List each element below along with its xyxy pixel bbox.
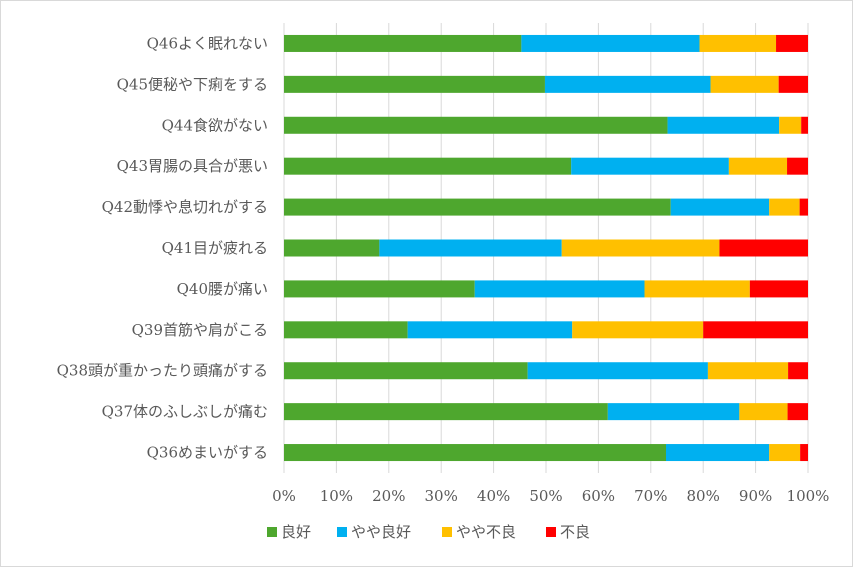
bar-segment [284, 75, 545, 93]
category-label: Q37体のふしぶしが痛む [102, 403, 268, 421]
category-label: Q42動悸や息切れがする [102, 198, 268, 216]
bar-segment [670, 198, 770, 216]
bar-segment [719, 239, 808, 257]
bar-segment [703, 321, 808, 339]
x-tick-label: 60% [582, 487, 615, 505]
bar-segment [800, 444, 808, 462]
bar-segment [769, 198, 800, 216]
bar-segment [788, 362, 808, 380]
bar-segment [284, 321, 408, 339]
bar-segment [739, 403, 788, 421]
bars [284, 34, 808, 462]
bar-segment [778, 75, 808, 93]
bar-segment [284, 116, 668, 134]
legend: 良好 やや良好 やや不良 不良 [267, 523, 590, 541]
x-tick-label: 80% [687, 487, 720, 505]
x-tick-label: 40% [477, 487, 510, 505]
bar-segment [284, 280, 475, 298]
legend-swatch [337, 527, 347, 537]
x-tick-label: 100% [787, 487, 830, 505]
category-label: Q46よく眠れない [147, 34, 268, 52]
x-tick-label: 0% [272, 487, 296, 505]
x-tick-label: 30% [425, 487, 458, 505]
bar-segment [572, 321, 704, 339]
bar-segment [787, 403, 808, 421]
bar-segment [571, 157, 729, 175]
legend-label: やや良好 [351, 523, 411, 541]
category-labels: Q46よく眠れない Q45便秘や下痢をする Q44食欲がない Q43胃腸の具合が悪い Q… [57, 34, 268, 461]
bar-segment [699, 34, 777, 52]
bar-segment [284, 34, 522, 52]
bar-segment [474, 280, 645, 298]
category-label: Q45便秘や下痢をする [117, 75, 268, 93]
bar-segment [527, 362, 708, 380]
legend-swatch [546, 527, 556, 537]
legend-label: 不良 [560, 523, 590, 541]
bar-segment [787, 157, 808, 175]
bar-segment [799, 198, 808, 216]
bar-segment [284, 198, 671, 216]
x-tick-label: 70% [634, 487, 667, 505]
bar-segment [284, 239, 380, 257]
bar-segment [769, 444, 801, 462]
bar-segment [561, 239, 720, 257]
category-label: Q43胃腸の具合が悪い [117, 157, 268, 175]
legend-label: やや不良 [456, 523, 516, 541]
bar-segment [284, 444, 666, 462]
legend-swatch [442, 527, 452, 537]
bar-segment [707, 362, 789, 380]
bar-segment [801, 116, 808, 134]
bar-segment [776, 34, 808, 52]
category-label: Q40腰が痛い [177, 280, 268, 298]
category-label: Q44食欲がない [162, 116, 268, 134]
bar-segment [284, 362, 528, 380]
x-tick-label: 10% [320, 487, 353, 505]
bar-segment [779, 116, 802, 134]
bar-segment [644, 280, 750, 298]
bar-segment [607, 403, 740, 421]
bar-segment [749, 280, 808, 298]
bar-segment [284, 403, 608, 421]
legend-label: 良好 [281, 523, 311, 541]
category-label: Q39首筋や肩がこる [132, 321, 268, 339]
bar-segment [667, 116, 780, 134]
bar-segment [521, 34, 700, 52]
category-label: Q38頭が重かったり頭痛がする [57, 362, 268, 380]
x-tick-label: 50% [529, 487, 562, 505]
legend-swatch [267, 527, 277, 537]
x-tick-labels: 0% 10% 20% 30% 40% 50% 60% 70% 80% 90% 100% [272, 487, 829, 505]
x-tick-label: 20% [372, 487, 405, 505]
bar-segment [407, 321, 573, 339]
bar-segment [710, 75, 779, 93]
bar-segment [728, 157, 788, 175]
bar-segment [379, 239, 562, 257]
category-label: Q36めまいがする [147, 444, 268, 462]
bar-segment [284, 157, 572, 175]
x-tick-label: 90% [739, 487, 772, 505]
bar-segment [665, 444, 770, 462]
category-label: Q41目が疲れる [162, 239, 268, 257]
bar-segment [544, 75, 711, 93]
